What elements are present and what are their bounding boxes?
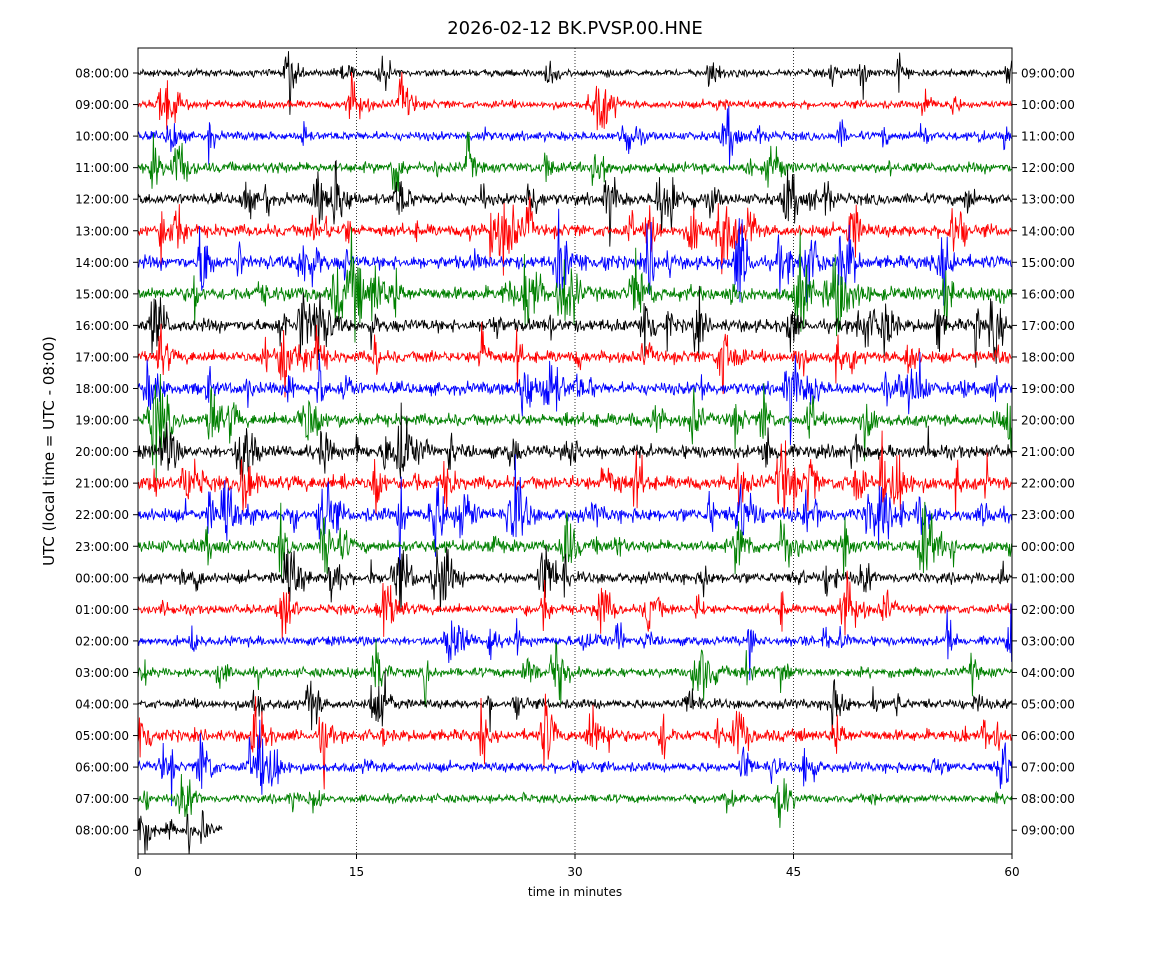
- chart-title: 2026-02-12 BK.PVSP.00.HNE: [447, 18, 703, 39]
- utc-tick-label: 21:00:00: [75, 477, 129, 491]
- seismic-trace: [137, 51, 1013, 115]
- utc-tick-label: 16:00:00: [75, 319, 129, 333]
- local-tick-label: 07:00:00: [1021, 761, 1075, 775]
- local-tick-label: 09:00:00: [1021, 67, 1075, 81]
- local-tick-label: 04:00:00: [1021, 666, 1075, 680]
- local-tick-label: 00:00:00: [1021, 540, 1075, 554]
- utc-tick-label: 08:00:00: [75, 824, 129, 838]
- seismic-trace: [137, 226, 1013, 343]
- local-tick-label: 09:00:00: [1021, 824, 1075, 838]
- local-tick-label: 03:00:00: [1021, 634, 1075, 648]
- local-tick-label: 08:00:00: [1021, 792, 1075, 806]
- local-tick-label: 23:00:00: [1021, 508, 1075, 522]
- local-tick-label: 15:00:00: [1021, 256, 1075, 270]
- utc-tick-label: 17:00:00: [75, 350, 129, 364]
- utc-tick-label: 14:00:00: [75, 256, 129, 270]
- seismic-trace: [137, 773, 1013, 828]
- x-tick-label: 45: [786, 865, 801, 879]
- utc-tick-label: 00:00:00: [75, 571, 129, 585]
- x-tick-label: 30: [567, 865, 582, 879]
- local-tick-label: 05:00:00: [1021, 698, 1075, 712]
- seismic-trace: [137, 71, 1013, 131]
- utc-tick-label: 02:00:00: [75, 634, 129, 648]
- utc-tick-label: 03:00:00: [75, 666, 129, 680]
- utc-tick-label: 05:00:00: [75, 729, 129, 743]
- utc-tick-label: 23:00:00: [75, 540, 129, 554]
- utc-tick-label: 12:00:00: [75, 193, 129, 207]
- trace-layer: [137, 51, 1013, 855]
- utc-tick-label: 07:00:00: [75, 792, 129, 806]
- seismic-trace: [137, 454, 1013, 578]
- x-tick-label: 0: [134, 865, 142, 879]
- axis-layer: 0 15 30 45 60 08:00:00 09:00:00 09:00:00 10:00:0…: [75, 67, 1075, 880]
- local-tick-label: 18:00:00: [1021, 350, 1075, 364]
- seismic-trace: [137, 670, 1013, 739]
- seismic-trace: [137, 603, 1013, 681]
- seismic-trace: [137, 105, 1012, 166]
- local-tick-label: 06:00:00: [1021, 729, 1075, 743]
- utc-tick-label: 08:00:00: [75, 67, 129, 81]
- utc-tick-label: 19:00:00: [75, 414, 129, 428]
- utc-tick-label: 09:00:00: [75, 98, 129, 112]
- local-tick-label: 12:00:00: [1021, 161, 1075, 175]
- local-tick-label: 17:00:00: [1021, 319, 1075, 333]
- seismic-trace: [137, 373, 1013, 482]
- utc-tick-label: 06:00:00: [75, 761, 129, 775]
- seismic-trace: [137, 208, 1012, 306]
- local-tick-label: 11:00:00: [1021, 130, 1075, 144]
- seismic-trace: [137, 196, 1013, 276]
- x-tick-label: 15: [349, 865, 364, 879]
- seismic-trace: [137, 501, 1013, 578]
- utc-tick-label: 18:00:00: [75, 382, 129, 396]
- seismic-trace: [137, 322, 1012, 398]
- local-tick-label: 22:00:00: [1021, 477, 1075, 491]
- seismic-trace: [137, 719, 1013, 807]
- seismic-trace: [137, 545, 1013, 613]
- local-tick-label: 16:00:00: [1021, 287, 1075, 301]
- seismic-trace: [137, 810, 223, 855]
- seismic-trace: [137, 285, 1013, 368]
- local-tick-label: 20:00:00: [1021, 414, 1075, 428]
- local-tick-label: 10:00:00: [1021, 98, 1075, 112]
- seismic-trace: [137, 430, 1013, 517]
- plot-frame: [137, 47, 1013, 855]
- utc-tick-label: 04:00:00: [75, 698, 129, 712]
- utc-tick-label: 15:00:00: [75, 287, 129, 301]
- utc-tick-label: 01:00:00: [75, 603, 129, 617]
- local-tick-label: 01:00:00: [1021, 571, 1075, 585]
- utc-tick-label: 13:00:00: [75, 224, 129, 238]
- seismic-trace: [137, 638, 1013, 708]
- seismic-trace: [137, 402, 1013, 482]
- local-tick-label: 02:00:00: [1021, 603, 1075, 617]
- seismic-trace: [137, 693, 1013, 790]
- utc-tick-label: 10:00:00: [75, 130, 129, 144]
- utc-tick-label: 20:00:00: [75, 445, 129, 459]
- local-tick-label: 13:00:00: [1021, 193, 1075, 207]
- local-tick-label: 19:00:00: [1021, 382, 1075, 396]
- local-tick-label: 21:00:00: [1021, 445, 1075, 459]
- x-axis-label: time in minutes: [528, 885, 622, 899]
- seismic-trace: [137, 351, 1013, 446]
- seismic-trace: [137, 159, 1012, 247]
- y-axis-label: UTC (local time = UTC - 08:00): [40, 336, 58, 566]
- utc-tick-label: 11:00:00: [75, 161, 129, 175]
- x-tick-label: 60: [1004, 865, 1019, 879]
- seismic-trace: [137, 570, 1013, 639]
- local-tick-label: 14:00:00: [1021, 224, 1075, 238]
- utc-tick-label: 22:00:00: [75, 508, 129, 522]
- seismic-trace: [137, 131, 1012, 193]
